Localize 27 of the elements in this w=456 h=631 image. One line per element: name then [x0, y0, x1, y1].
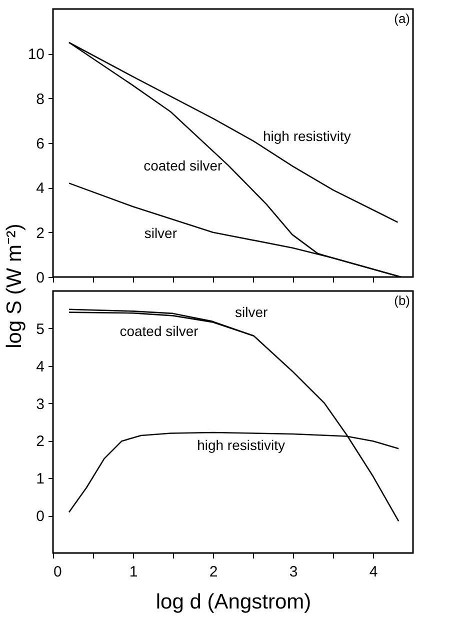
y-tick-label: 4: [36, 180, 44, 198]
annotation: coated silver: [144, 157, 223, 174]
y-tick-label: 5: [36, 320, 44, 338]
y-tick-label: 4: [36, 358, 44, 376]
y-tick-label: 3: [36, 396, 44, 413]
annotation: silver: [235, 304, 268, 320]
y-tick-label: 10: [28, 46, 44, 64]
x-tick-label: 4: [369, 564, 378, 580]
y-tick-label: 1: [36, 470, 44, 488]
x-tick-label: 2: [209, 564, 218, 580]
annotation: high resistivity: [263, 128, 351, 144]
x-tick-label: 0: [54, 564, 62, 580]
y-axis-title: log S (W m⁻²): [3, 224, 26, 348]
y-tick-label: 0: [36, 270, 44, 286]
annotation: (b): [394, 293, 410, 308]
y-tick-label: 6: [36, 136, 44, 152]
x-tick-label: 3: [289, 564, 298, 580]
annotation: (a): [394, 11, 410, 26]
annotation: silver: [144, 225, 178, 242]
y-tick-label: 8: [36, 90, 44, 108]
annotation: coated silver: [120, 323, 199, 340]
x-axis-title: log d (Angstrom): [156, 590, 312, 614]
y-tick-label: 0: [36, 508, 44, 526]
y-tick-label: 2: [36, 433, 44, 450]
annotation: high resistivity: [197, 436, 285, 453]
y-tick-label: 2: [36, 224, 44, 242]
x-tick-label: 1: [129, 564, 138, 580]
